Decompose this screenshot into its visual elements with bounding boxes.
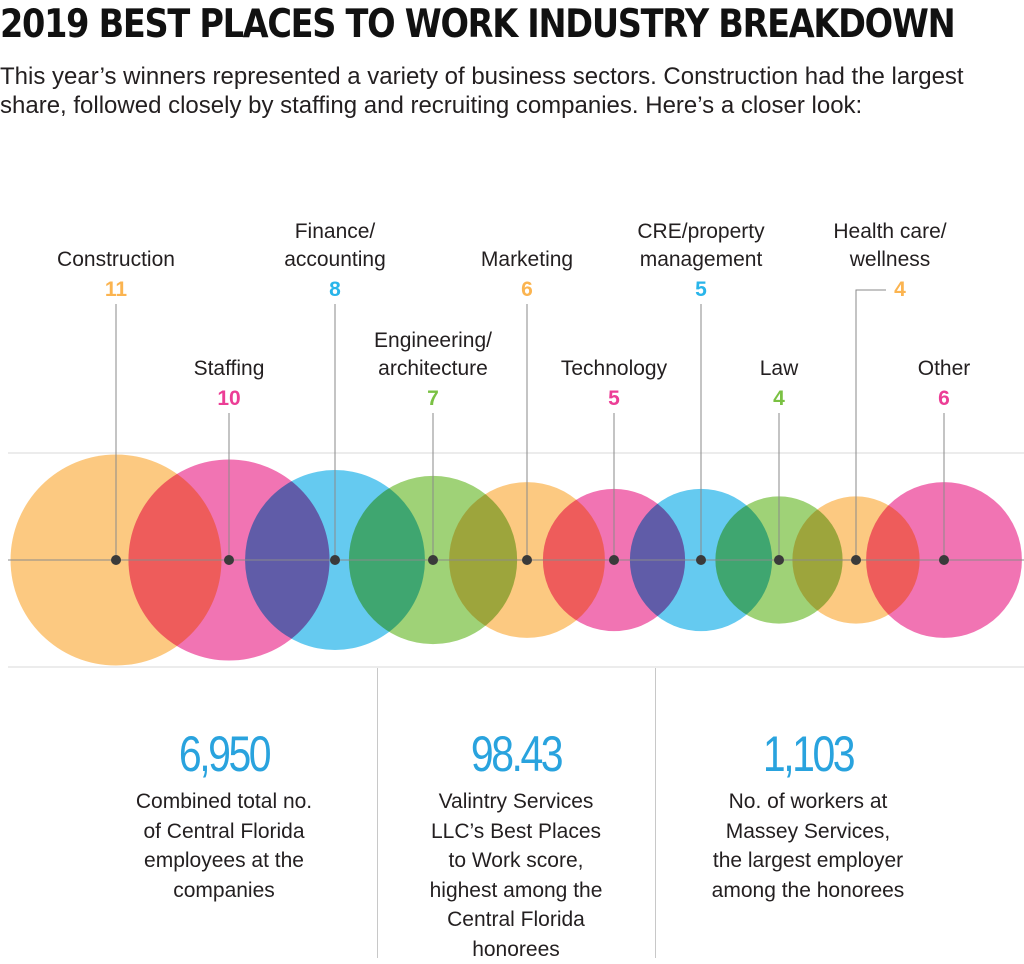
- stat-caption-line: the largest employer: [678, 846, 938, 876]
- category-label: Finance/: [295, 220, 376, 243]
- bubble-center-dot: [428, 555, 438, 565]
- data-label: 4: [894, 278, 906, 301]
- category-label: Staffing: [194, 357, 265, 380]
- stat-caption-line: No. of workers at: [678, 787, 938, 817]
- data-label: 6: [938, 387, 950, 410]
- bubble-center-dot: [851, 555, 861, 565]
- category-label: Health care/: [833, 220, 946, 243]
- category-label: Technology: [561, 357, 668, 380]
- stat-caption-line: among the honorees: [678, 876, 938, 906]
- category-label: Engineering/: [374, 329, 492, 352]
- data-label: 11: [105, 278, 128, 301]
- stat-divider: [655, 668, 656, 958]
- bubble-center-dot: [330, 555, 340, 565]
- stat-caption-line: Central Florida: [386, 905, 646, 935]
- data-label: 7: [427, 387, 439, 410]
- stat-caption-line: Massey Services,: [678, 817, 938, 847]
- stat-caption-line: Valintry Services: [386, 787, 646, 817]
- stat-caption-line: to Work score,: [386, 846, 646, 876]
- stat-divider: [377, 668, 378, 958]
- stat-value-workers: 1,103: [685, 725, 931, 783]
- stat-caption-line: of Central Florida: [94, 817, 354, 847]
- bubble-center-dot: [522, 555, 532, 565]
- data-label: 8: [329, 278, 341, 301]
- data-label: 5: [608, 387, 620, 410]
- stat-caption-line: honorees: [386, 935, 646, 964]
- category-label: Construction: [57, 248, 175, 271]
- category-label: accounting: [284, 248, 386, 271]
- bubble-center-dot: [774, 555, 784, 565]
- bubble-chart: 11 Construction 10 Staffing 8 Finance/account…: [0, 0, 1024, 680]
- stat-caption-line: companies: [94, 876, 354, 906]
- category-label: wellness: [849, 248, 931, 271]
- bubble-center-dot: [224, 555, 234, 565]
- category-label: Law: [760, 357, 799, 380]
- data-label: 10: [217, 387, 240, 410]
- category-label: architecture: [378, 357, 488, 380]
- stat-caption-line: Combined total no.: [94, 787, 354, 817]
- category-label: Other: [918, 357, 971, 380]
- category-label: CRE/property: [637, 220, 765, 243]
- bubble-center-dot: [609, 555, 619, 565]
- category-label: Marketing: [481, 248, 573, 271]
- stat-caption-line: LLC’s Best Places: [386, 817, 646, 847]
- stat-value-score: 98.43: [393, 725, 639, 783]
- category-label: management: [640, 248, 763, 271]
- data-label: 6: [521, 278, 533, 301]
- stat-value-employees: 6,950: [101, 725, 347, 783]
- data-label: 4: [773, 387, 785, 410]
- category-labels: 11 Construction 10 Staffing 8 Finance/account…: [57, 220, 970, 410]
- bubble-center-dot: [939, 555, 949, 565]
- bubble-center-dot: [111, 555, 121, 565]
- stat-caption-line: employees at the: [94, 846, 354, 876]
- bubble-center-dot: [696, 555, 706, 565]
- data-label: 5: [695, 278, 707, 301]
- stat-caption-line: highest among the: [386, 876, 646, 906]
